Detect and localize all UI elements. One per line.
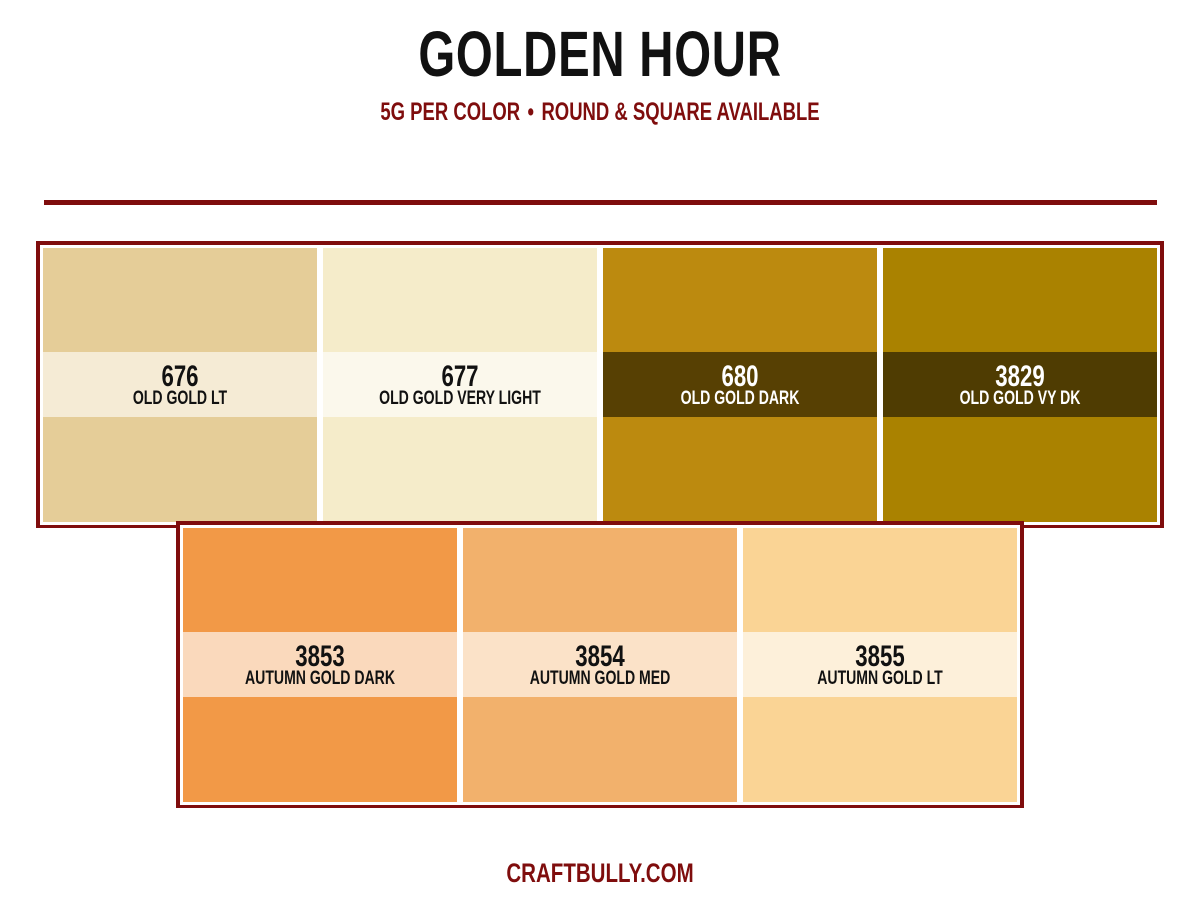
color-code: 3853	[295, 640, 345, 673]
swatch-label-band: 677 OLD GOLD VERY LIGHT	[323, 352, 597, 417]
swatch-label-band: 3855 AUTUMN GOLD LT	[743, 632, 1017, 697]
color-code: 680	[721, 360, 759, 393]
subtitle-separator: •	[527, 98, 535, 126]
page-title: GOLDEN HOUR	[418, 18, 782, 90]
swatch-label-band: 3853 AUTUMN GOLD DARK	[183, 632, 457, 697]
subtitle-availability: ROUND & SQUARE AVAILABLE	[541, 98, 820, 126]
subtitle-weight: 5G PER COLOR	[380, 98, 521, 126]
color-swatch: 3829 OLD GOLD VY DK	[880, 245, 1160, 525]
color-name: OLD GOLD LT	[132, 388, 228, 409]
swatch-fill: 3853 AUTUMN GOLD DARK	[183, 528, 457, 802]
color-swatch: 3855 AUTUMN GOLD LT	[740, 525, 1020, 805]
color-code: 3855	[855, 640, 905, 673]
color-code: 677	[441, 360, 479, 393]
color-code: 3829	[995, 360, 1045, 393]
swatch-row-2: 3853 AUTUMN GOLD DARK 3854 AUTUMN GOLD M…	[176, 521, 1024, 808]
swatch-fill: 676 OLD GOLD LT	[43, 248, 317, 522]
color-name: AUTUMN GOLD DARK	[245, 668, 395, 689]
swatch-fill: 3829 OLD GOLD VY DK	[883, 248, 1157, 522]
subtitle: 5G PER COLOR • ROUND & SQUARE AVAILABLE	[156, 96, 1044, 128]
color-name: OLD GOLD VERY LIGHT	[379, 388, 541, 409]
divider-rule	[44, 200, 1157, 205]
color-swatch: 680 OLD GOLD DARK	[600, 245, 880, 525]
swatch-fill: 3855 AUTUMN GOLD LT	[743, 528, 1017, 802]
color-swatch: 677 OLD GOLD VERY LIGHT	[320, 245, 600, 525]
swatch-label-band: 680 OLD GOLD DARK	[603, 352, 877, 417]
color-name: OLD GOLD VY DK	[959, 388, 1081, 409]
swatch-label-band: 3854 AUTUMN GOLD MED	[463, 632, 737, 697]
color-name: AUTUMN GOLD LT	[817, 668, 943, 689]
swatch-fill: 680 OLD GOLD DARK	[603, 248, 877, 522]
footer-brand: CRAFTBULLY.COM	[506, 858, 694, 888]
swatch-label-band: 3829 OLD GOLD VY DK	[883, 352, 1157, 417]
color-code: 676	[161, 360, 199, 393]
swatch-row-1: 676 OLD GOLD LT 677 OLD GOLD VERY LIGHT …	[36, 241, 1164, 528]
color-name: OLD GOLD DARK	[680, 388, 800, 409]
color-swatch: 3853 AUTUMN GOLD DARK	[180, 525, 460, 805]
color-name: AUTUMN GOLD MED	[529, 668, 671, 689]
color-swatch: 3854 AUTUMN GOLD MED	[460, 525, 740, 805]
swatch-label-band: 676 OLD GOLD LT	[43, 352, 317, 417]
swatch-fill: 677 OLD GOLD VERY LIGHT	[323, 248, 597, 522]
color-swatch: 676 OLD GOLD LT	[40, 245, 320, 525]
color-code: 3854	[575, 640, 625, 673]
swatch-fill: 3854 AUTUMN GOLD MED	[463, 528, 737, 802]
